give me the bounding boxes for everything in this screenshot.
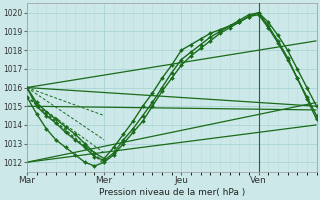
X-axis label: Pression niveau de la mer( hPa ): Pression niveau de la mer( hPa ) — [99, 188, 245, 197]
